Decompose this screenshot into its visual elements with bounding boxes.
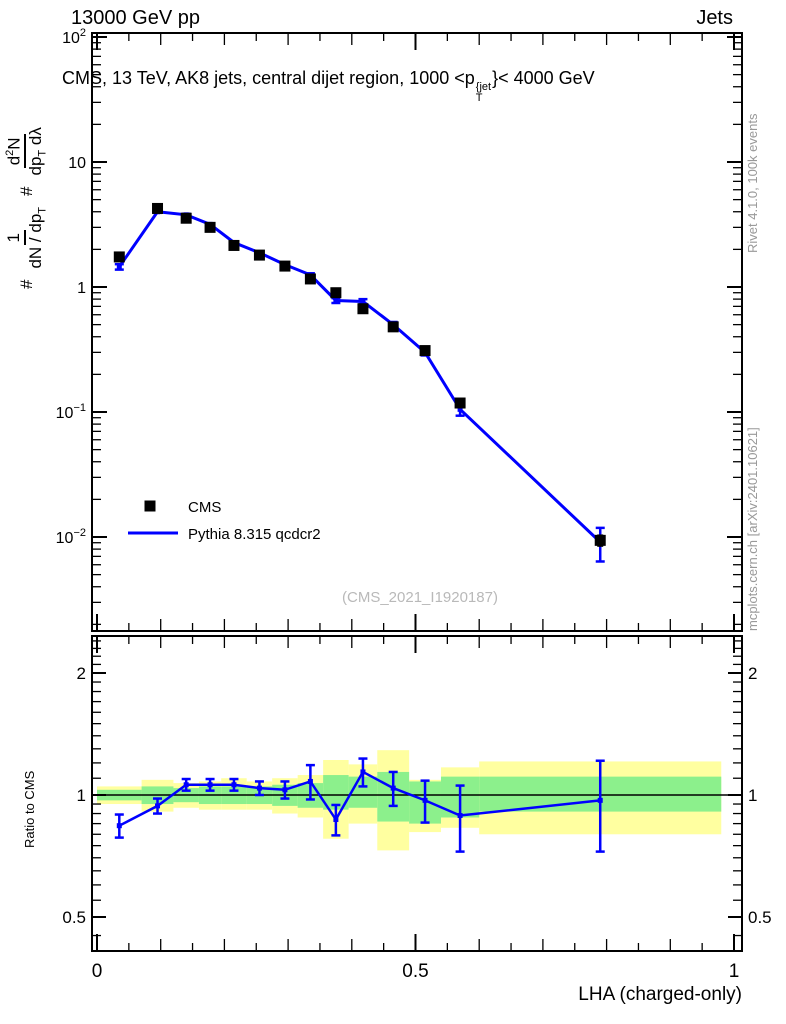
fraction-numerator: 1 <box>4 230 26 246</box>
plot-title-text: CMS, 13 TeV, AK8 jets, central dijet reg… <box>62 68 475 88</box>
beam-energy-label: 13000 GeV pp <box>71 7 200 29</box>
svg-text:10: 10 <box>68 155 86 172</box>
plot-title: CMS, 13 TeV, AK8 jets, central dijet reg… <box>62 68 595 104</box>
pt-superscript-stack: {jet T <box>476 82 491 104</box>
svg-text:0.5: 0.5 <box>402 961 428 982</box>
svg-text:10−2: 10−2 <box>56 527 86 547</box>
svg-text:10−1: 10−1 <box>56 402 86 422</box>
svg-text:2: 2 <box>748 664 757 683</box>
cms-data-series <box>113 202 606 547</box>
generator-version-note: Rivet 4.1.0, 100k events <box>745 113 760 253</box>
axis-ticks <box>93 34 741 950</box>
ratio-series <box>114 757 605 853</box>
hash-symbol: # <box>16 279 36 289</box>
svg-text:102: 102 <box>62 27 86 47</box>
legend: CMS Pythia 8.315 qcdcr2 <box>128 499 321 543</box>
svg-text:Pythia 8.315 qcdcr2: Pythia 8.315 qcdcr2 <box>188 526 321 543</box>
svg-text:1: 1 <box>77 280 86 297</box>
plot-title-suffix: }< 4000 GeV <box>492 68 595 88</box>
y-axis-title: # 1 dN / dpT # d2N dpT dλ <box>4 125 49 289</box>
pt-subscript: T <box>475 92 483 104</box>
svg-text:1: 1 <box>77 786 86 805</box>
svg-text:0.5: 0.5 <box>748 908 772 927</box>
svg-text:1: 1 <box>748 786 757 805</box>
svg-text:CMS: CMS <box>188 499 221 516</box>
differential-fraction: d2N dpT dλ <box>4 125 49 177</box>
mcplots-reference-note: mcplots.cern.ch [arXiv:2401.10621] <box>745 427 760 631</box>
svg-text:0.5: 0.5 <box>62 908 86 927</box>
x-axis-title: LHA (charged-only) <box>578 984 742 1005</box>
analysis-watermark: (CMS_2021_I1920187) <box>342 589 498 606</box>
ratio-axis-title: Ratio to CMS <box>22 770 37 848</box>
ratio-uncertainty-bands <box>92 750 742 851</box>
axis-tick-labels: 102 10 1 10−1 10−2 2 2 1 1 0.5 0.5 0 0.5 1 <box>56 27 772 982</box>
hash-symbol: # <box>16 186 36 196</box>
fraction-numerator: d2N <box>4 134 27 169</box>
fraction-denominator: dpT dλ <box>26 127 49 176</box>
panel-frames <box>91 32 743 952</box>
svg-text:0: 0 <box>92 961 103 982</box>
pt-superscript: {jet <box>475 81 492 93</box>
svg-text:2: 2 <box>77 664 86 683</box>
normalization-fraction: 1 dN / dpT <box>4 205 49 271</box>
svg-text:1: 1 <box>729 961 740 982</box>
process-label: Jets <box>696 7 733 29</box>
fraction-denominator: dN / dpT <box>25 206 49 269</box>
